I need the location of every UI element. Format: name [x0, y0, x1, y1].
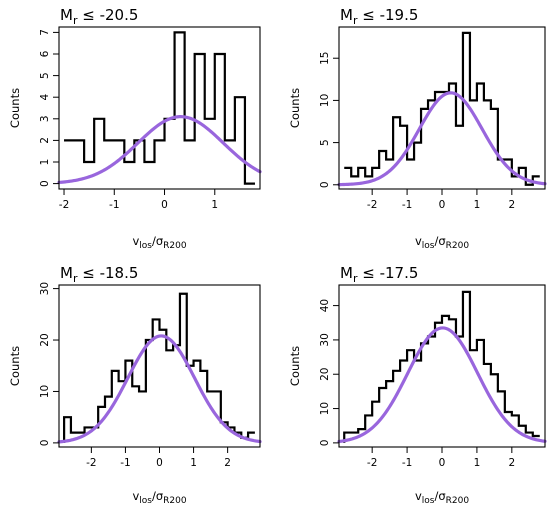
y-tick-label: 0	[39, 440, 51, 447]
x-tick-label: 0	[156, 457, 163, 469]
y-tick-label: 3	[39, 115, 51, 122]
panel-1: Mr ≤ -20.5 -2 -1 0 1 0 1 2 3 4 5 6 7 Counts vlos/σR200	[8, 6, 262, 251]
x-tick-label: 1	[474, 199, 481, 211]
title-main: M	[340, 264, 353, 282]
x-tick-label: -1	[109, 199, 119, 211]
x-tick-label: 2	[224, 457, 231, 469]
title-sub: r	[73, 272, 78, 285]
y-tick-label: 30	[39, 282, 51, 295]
x-axis-label: vlos/σR200	[415, 489, 469, 505]
y-tick-label: 0	[319, 181, 331, 188]
y-tick-label: 4	[39, 94, 51, 101]
title-rest: ≤ -19.5	[357, 6, 418, 24]
y-tick-label: 10	[319, 402, 331, 415]
y-tick-label: 15	[319, 52, 331, 65]
x-tick-label: -2	[367, 199, 377, 211]
title-rest: ≤ -20.5	[77, 6, 138, 24]
y-tick-label: 40	[319, 299, 331, 312]
y-axis-label: Counts	[8, 88, 22, 128]
x-tick-label: 1	[474, 457, 481, 469]
title-sub: r	[73, 14, 78, 27]
y-tick-label: 20	[39, 333, 51, 346]
panel-title: Mr ≤ -17.5	[340, 264, 418, 285]
histogram-outline	[343, 290, 540, 443]
title-sub: r	[353, 14, 358, 27]
x-tick-label: 1	[190, 457, 197, 469]
gaussian-fit-curve	[337, 326, 547, 444]
x-tick-label: -2	[59, 199, 69, 211]
x-axis-label: vlos/σR200	[415, 234, 469, 251]
y-tick-label: 10	[319, 94, 331, 107]
x-tick-label: 0	[161, 199, 168, 211]
gaussian-fit-curve	[57, 334, 262, 444]
title-main: M	[340, 6, 353, 24]
y-tick-label: 30	[319, 333, 331, 346]
title-main: M	[60, 6, 73, 24]
gaussian-fit-curve	[337, 91, 547, 187]
y-axis-label: Counts	[8, 346, 22, 386]
title-main: M	[60, 264, 73, 282]
plot-frame	[338, 26, 546, 190]
title-sub: r	[353, 272, 358, 285]
y-tick-label: 5	[39, 72, 51, 79]
panel-4: Mr ≤ -17.5-2 -1 0 1 2010203040Countsvlos/σR2…	[288, 264, 547, 505]
panel-title: Mr ≤ -18.5	[60, 264, 138, 285]
gaussian-fit-curve	[57, 115, 262, 185]
x-tick-label: 2	[508, 199, 515, 211]
panel-title: Mr ≤ -19.5	[340, 6, 418, 27]
y-tick-label: 0	[39, 180, 51, 187]
x-axis-label: vlos/σR200	[132, 489, 186, 505]
title-rest: ≤ -17.5	[357, 264, 418, 282]
y-tick-label: 6	[39, 50, 51, 57]
panel-2: Mr ≤ -19.5 -2 -1 0 1 2 0 5 10 15 Counts vlos/σR200	[288, 6, 547, 251]
x-tick-label: 0	[439, 199, 446, 211]
y-axis-label: Counts	[288, 88, 302, 128]
y-tick-label: 1	[39, 159, 51, 166]
y-tick-label: 20	[319, 368, 331, 381]
x-tick-label: -1	[402, 199, 412, 211]
panel-title: Mr ≤ -20.5	[60, 6, 138, 27]
x-tick-label: -1	[120, 457, 130, 469]
y-tick-label: 7	[39, 29, 51, 36]
y-tick-label: 0	[319, 440, 331, 447]
x-tick-label: 0	[439, 457, 446, 469]
y-tick-label: 2	[39, 137, 51, 144]
plot-frame	[338, 284, 546, 448]
histogram-outline	[63, 292, 255, 443]
histogram-outline	[344, 31, 540, 186]
x-tick-label: -1	[402, 457, 412, 469]
x-tick-label: 2	[508, 457, 515, 469]
x-axis-label: vlos/σR200	[132, 234, 186, 251]
title-rest: ≤ -18.5	[77, 264, 138, 282]
x-tick-label: 1	[211, 199, 218, 211]
plot-frame	[58, 284, 261, 448]
x-tick-label: -2	[367, 457, 377, 469]
histogram-outline	[64, 31, 255, 185]
y-tick-label: 10	[39, 385, 51, 398]
y-tick-label: 5	[319, 139, 331, 146]
x-tick-label: -2	[86, 457, 96, 469]
plot-frame	[58, 26, 261, 190]
y-axis-label: Counts	[288, 346, 302, 386]
